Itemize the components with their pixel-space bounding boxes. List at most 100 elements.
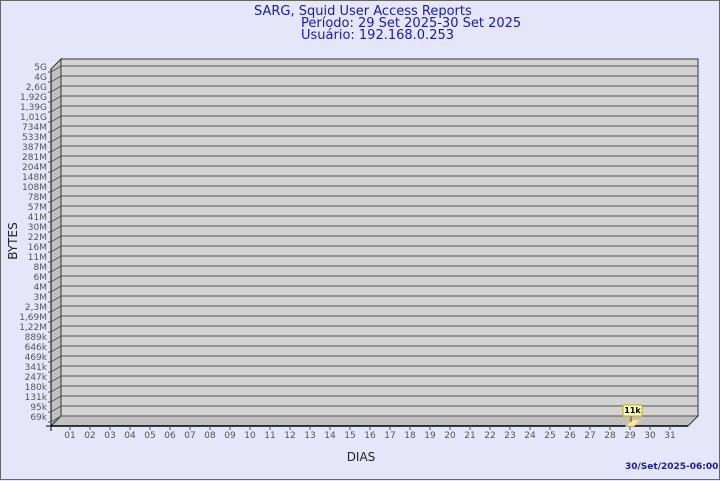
y-tick-label: 148M xyxy=(22,173,47,183)
gridline-side xyxy=(50,115,62,123)
y-tick-label: 4G xyxy=(34,73,47,83)
y-tick-label: 95k xyxy=(30,403,47,413)
y-tick-label: 22M xyxy=(28,233,47,243)
y-tick-label: 247k xyxy=(25,373,48,383)
x-tick-label: 04 xyxy=(124,431,136,441)
x-tick-label: 09 xyxy=(224,431,236,441)
gridline-side xyxy=(50,415,62,423)
y-tick-label: 469k xyxy=(25,353,48,363)
gridline-side xyxy=(50,265,62,273)
gridline-side xyxy=(50,145,62,153)
y-tick-label: 2,3M xyxy=(25,303,47,313)
bar-day-29 xyxy=(624,419,642,427)
x-tick-label: 03 xyxy=(104,431,115,441)
gridline-side xyxy=(50,245,62,253)
timestamp: 30/Set/2025-06:00 xyxy=(625,462,719,472)
x-tick-label: 05 xyxy=(144,431,155,441)
x-tick-label: 10 xyxy=(244,431,256,441)
x-tick-label: 19 xyxy=(424,431,436,441)
y-tick-label: 131k xyxy=(25,393,48,403)
gridline-side xyxy=(50,345,62,353)
x-tick-label: 21 xyxy=(464,431,475,441)
x-tick-label: 15 xyxy=(344,431,355,441)
x-tick-label: 18 xyxy=(404,431,416,441)
gridline-side xyxy=(50,65,62,73)
y-tick-label: 108M xyxy=(22,183,47,193)
gridline-side xyxy=(50,105,62,113)
y-tick-label: 204M xyxy=(22,163,47,173)
gridline-side xyxy=(50,275,62,283)
y-tick-label: 6M xyxy=(34,273,48,283)
y-tick-label: 3M xyxy=(34,293,48,303)
gridline-side xyxy=(50,335,62,343)
gridline-side xyxy=(50,155,62,163)
x-tick-label: 14 xyxy=(324,431,336,441)
chart-title: SARG, Squid User Access Reports xyxy=(254,4,472,19)
gridline-side xyxy=(50,355,62,363)
y-tick-label: 5G xyxy=(34,63,47,73)
x-tick-label: 02 xyxy=(84,431,95,441)
y-tick-label: 78M xyxy=(28,193,47,203)
x-tick-label: 28 xyxy=(604,431,616,441)
y-axis-title: BYTES xyxy=(6,222,20,259)
y-tick-label: 8M xyxy=(34,263,48,273)
x-tick-label: 11 xyxy=(264,431,275,441)
x-tick-label: 20 xyxy=(444,431,456,441)
y-tick-label: 4M xyxy=(34,283,48,293)
gridline-side xyxy=(50,175,62,183)
gridline-side xyxy=(50,205,62,213)
y-tick-label: 1,69M xyxy=(19,313,47,323)
x-tick-label: 07 xyxy=(184,431,195,441)
data-label: 11k xyxy=(624,406,641,415)
period-subtitle: Período: 29 Set 2025-30 Set 2025 xyxy=(301,16,522,31)
data-label-box xyxy=(622,404,643,417)
y-tick-label: 57M xyxy=(28,203,47,213)
y-tick-label: 1,92G xyxy=(20,93,47,103)
y-tick-label: 387M xyxy=(22,143,47,153)
y-tick-label: 41M xyxy=(28,213,47,223)
gridline-side xyxy=(50,305,62,313)
y-tick-label: 2,6G xyxy=(26,83,47,93)
y-tick-label: 180k xyxy=(25,383,48,393)
x-tick-label: 26 xyxy=(564,431,576,441)
x-tick-label: 16 xyxy=(364,431,376,441)
x-tick-label: 31 xyxy=(664,431,675,441)
gridline-side xyxy=(50,315,62,323)
gridline-side xyxy=(50,225,62,233)
gridline-side xyxy=(50,125,62,133)
gridline-side xyxy=(50,365,62,373)
gridline-side xyxy=(50,195,62,203)
y-tick-label: 1,01G xyxy=(20,113,47,123)
y-tick-label: 533M xyxy=(22,133,47,143)
gridline-side xyxy=(50,235,62,243)
gridline-side xyxy=(50,85,62,93)
y-tick-label: 281M xyxy=(22,153,47,163)
gridline-side xyxy=(50,95,62,103)
gridline-side xyxy=(50,395,62,403)
gridline-side xyxy=(50,405,62,413)
gridline-side xyxy=(50,385,62,393)
gridline-side xyxy=(50,285,62,293)
gridline-side xyxy=(50,185,62,193)
x-tick-label: 08 xyxy=(204,431,216,441)
gridline-side xyxy=(50,165,62,173)
x-tick-label: 01 xyxy=(64,431,75,441)
y-tick-label: 1,39G xyxy=(20,103,47,113)
x-tick-label: 24 xyxy=(524,431,536,441)
back-wall xyxy=(60,58,699,417)
gridline-side xyxy=(50,295,62,303)
y-tick-label: 30M xyxy=(28,223,47,233)
x-tick-label: 06 xyxy=(164,431,176,441)
y-tick-label: 69k xyxy=(30,413,47,423)
y-tick-label: 16M xyxy=(28,243,47,253)
x-tick-label: 12 xyxy=(284,431,295,441)
user-subtitle: Usuário: 192.168.0.253 xyxy=(301,28,455,43)
gridline-side xyxy=(50,135,62,143)
gridline-side xyxy=(50,375,62,383)
y-tick-label: 1,22M xyxy=(19,323,47,333)
gridline-side xyxy=(50,325,62,333)
y-tick-label: 341k xyxy=(25,363,48,373)
x-tick-label: 13 xyxy=(304,431,315,441)
y-tick-label: 734M xyxy=(22,123,47,133)
